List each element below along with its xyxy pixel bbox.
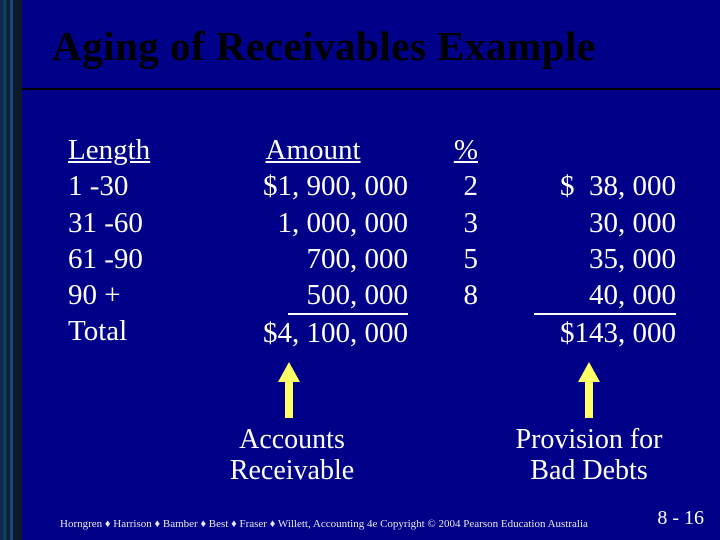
aging-table: Length 1 -30 31 -60 61 -90 90 + Total Am… <box>68 132 676 352</box>
title-underline <box>22 88 720 90</box>
row-amount: 700, 000 <box>218 241 408 277</box>
slide-body: Aging of Receivables Example Length 1 -3… <box>22 0 720 540</box>
column-length: Length 1 -30 31 -60 61 -90 90 + Total <box>68 132 218 352</box>
row-calc: 30, 000 <box>506 205 676 241</box>
row-amount: 500, 000 <box>218 277 408 315</box>
blank <box>408 313 478 349</box>
row-percent: 8 <box>408 277 478 313</box>
row-percent: 5 <box>408 241 478 277</box>
column-amount: Amount $1, 900, 000 1, 000, 000 700, 000… <box>218 132 408 352</box>
row-length: 90 + <box>68 277 218 313</box>
content-area: Length 1 -30 31 -60 61 -90 90 + Total Am… <box>68 132 676 352</box>
row-amount: $1, 900, 000 <box>218 168 408 204</box>
caption-provision-bad-debts: Provision for Bad Debts <box>474 425 704 487</box>
total-calc: $143, 000 <box>506 315 676 351</box>
row-length: 1 -30 <box>68 168 218 204</box>
row-calc: 35, 000 <box>506 241 676 277</box>
arrow-up-icon <box>578 362 600 418</box>
total-amount: $4, 100, 000 <box>218 315 408 351</box>
row-length: 31 -60 <box>68 205 218 241</box>
row-percent: 2 <box>408 168 478 204</box>
row-calc: $ 38, 000 <box>506 168 676 204</box>
header-amount: Amount <box>218 132 408 168</box>
caption-accounts-receivable: Accounts Receivable <box>192 425 392 487</box>
blank <box>506 132 676 168</box>
row-percent: 3 <box>408 205 478 241</box>
row-calc: 40, 000 <box>506 277 676 315</box>
column-calculated: $ 38, 000 30, 000 35, 000 40, 000 $143, … <box>506 132 676 352</box>
decorative-left-stripe <box>0 0 22 540</box>
row-length: 61 -90 <box>68 241 218 277</box>
header-percent: % <box>408 132 478 168</box>
arrow-up-icon <box>278 362 300 418</box>
slide-title: Aging of Receivables Example <box>52 22 712 70</box>
page-number: 8 - 16 <box>657 507 704 530</box>
footer-citation: Horngren ♦ Harrison ♦ Bamber ♦ Best ♦ Fr… <box>60 518 620 530</box>
total-length: Total <box>68 313 218 349</box>
row-amount: 1, 000, 000 <box>218 205 408 241</box>
header-length: Length <box>68 132 218 168</box>
column-percent: % 2 3 5 8 <box>408 132 478 352</box>
